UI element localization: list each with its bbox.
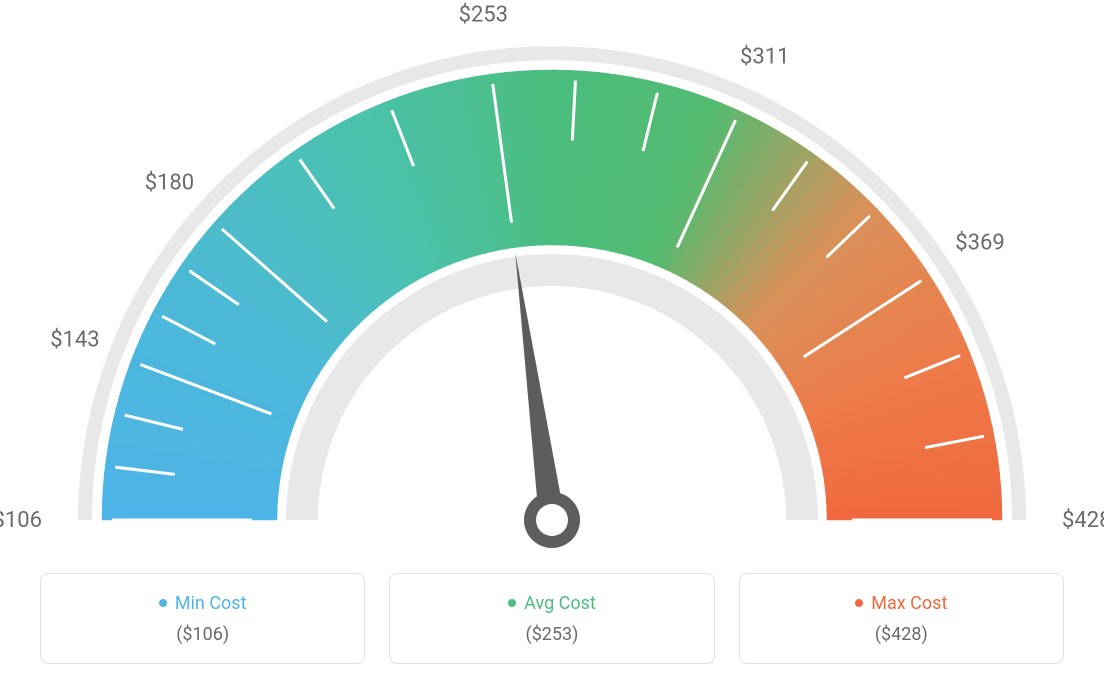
min-cost-label: Min Cost (175, 593, 247, 614)
min-cost-value: ($106) (61, 624, 344, 645)
avg-cost-card: Avg Cost ($253) (389, 573, 714, 664)
gauge-needle (515, 253, 565, 522)
min-cost-card: Min Cost ($106) (40, 573, 365, 664)
avg-cost-value: ($253) (410, 624, 693, 645)
min-dot-icon (159, 599, 167, 607)
scale-label: $311 (740, 45, 789, 70)
scale-label: $180 (145, 171, 194, 196)
scale-label: $106 (0, 508, 42, 533)
gauge-svg: $106 $143 $180 $253 $311 $369 $428 (0, 0, 1104, 565)
scale-label: $428 (1062, 508, 1104, 533)
summary-cards: Min Cost ($106) Avg Cost ($253) Max Cost… (0, 573, 1104, 664)
gauge-chart: $106 $143 $180 $253 $311 $369 $428 (0, 0, 1104, 565)
max-cost-label: Max Cost (871, 593, 947, 614)
scale-label: $253 (459, 3, 508, 28)
needle-hub-inner (536, 504, 568, 536)
avg-dot-icon (508, 599, 516, 607)
avg-cost-label: Avg Cost (524, 593, 596, 614)
scale-label: $369 (955, 231, 1004, 256)
scale-label: $143 (50, 328, 99, 353)
min-cost-title: Min Cost (159, 593, 247, 614)
avg-cost-title: Avg Cost (508, 593, 596, 614)
max-cost-value: ($428) (760, 624, 1043, 645)
max-cost-card: Max Cost ($428) (739, 573, 1064, 664)
max-cost-title: Max Cost (855, 593, 947, 614)
max-dot-icon (855, 599, 863, 607)
